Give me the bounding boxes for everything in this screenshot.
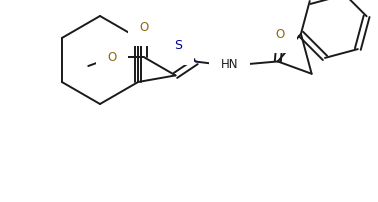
Text: O: O [140, 21, 149, 34]
Text: S: S [174, 39, 182, 52]
Text: O: O [107, 51, 116, 64]
Text: HN: HN [221, 58, 239, 71]
Text: O: O [276, 28, 285, 41]
